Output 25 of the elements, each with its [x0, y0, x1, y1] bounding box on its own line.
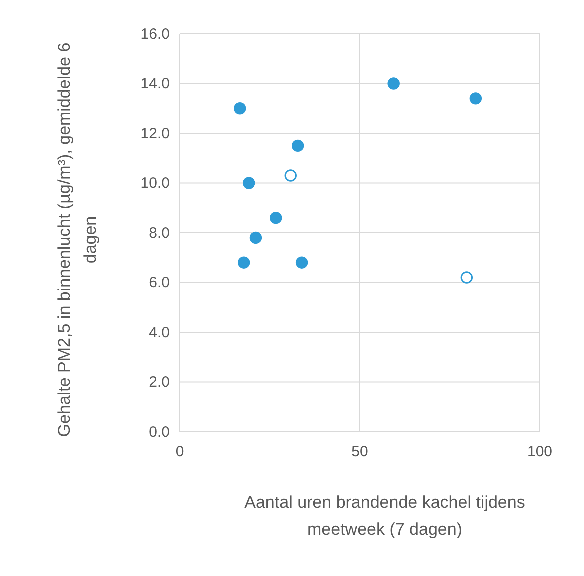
point [250, 232, 262, 244]
point [234, 102, 246, 115]
point [270, 212, 282, 224]
point [238, 256, 250, 269]
point [292, 140, 304, 152]
y-axis-title: Gehalte PM2,5 in binnenlucht (µg/m³), gemiddelde 6 dagen [55, 42, 100, 438]
x-axis-title: Aantal uren brandende kachel tijdens meetweek (7 dagen) [244, 493, 526, 539]
x-tick-label: 50 [352, 444, 368, 461]
point [470, 92, 482, 105]
y-tick-label: 16.0 [140, 26, 170, 43]
y-tick-label: 0.0 [149, 424, 170, 441]
x-tick-label: 0 [176, 444, 184, 461]
point [388, 78, 400, 90]
point [460, 272, 474, 284]
y-tick-label: 8.0 [149, 224, 170, 242]
y-tick-label: 10.0 [140, 175, 170, 192]
y-tick-label: 12.0 [140, 125, 170, 142]
y-tick-label: 14.0 [140, 76, 170, 93]
y-tick-label: 2.0 [149, 374, 170, 392]
y-tick-label: 4.0 [149, 324, 170, 342]
x-tick-label: 100 [527, 444, 553, 461]
y-tick-label: 6.0 [149, 274, 170, 292]
point [284, 170, 297, 182]
point [243, 177, 256, 190]
point [296, 256, 308, 269]
